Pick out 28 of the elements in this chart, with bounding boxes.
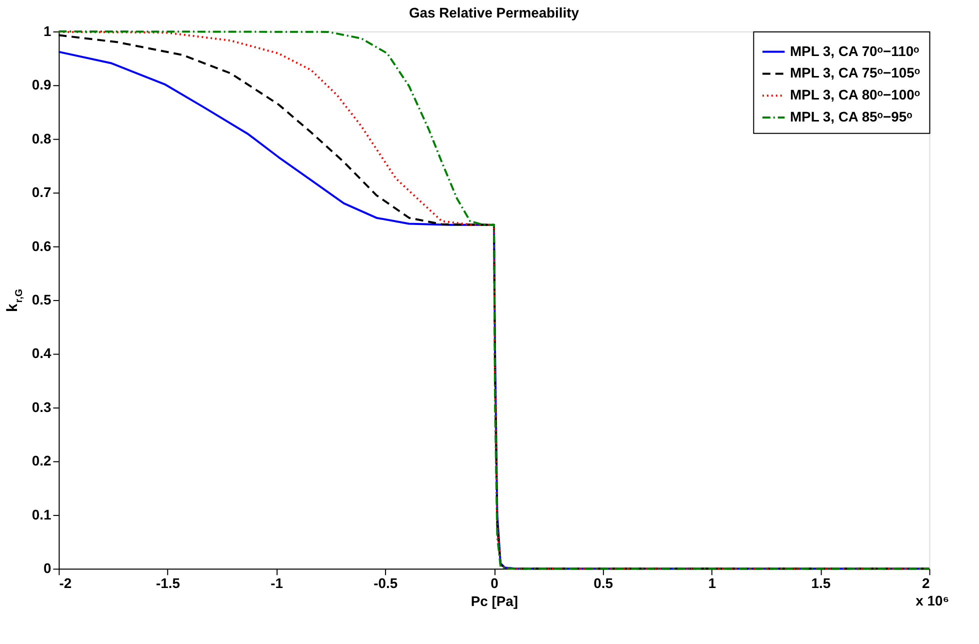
legend-label: MPL 3, CA 85ᵒ−95ᵒ (790, 108, 913, 124)
x-tick-label: 2 (922, 575, 930, 592)
y-tick-label: 0.2 (32, 452, 52, 469)
y-tick-label: 0.3 (32, 398, 52, 415)
y-tick-label: 0.7 (32, 184, 52, 200)
x-tick-label: -1 (270, 575, 284, 592)
x-tick-label: 0 (490, 575, 499, 592)
x-tick-label: 1.5 (811, 575, 831, 592)
y-tick-label: 0.6 (32, 238, 52, 254)
y-tick-label: 0.9 (32, 76, 52, 93)
text: x 10⁶ (916, 592, 950, 608)
x-tick-label: -2 (59, 575, 72, 592)
y-tick-label: 0.5 (32, 292, 52, 308)
x-tick-label: 1 (708, 575, 716, 592)
y-tick-label: 1 (44, 22, 52, 39)
x-axis-title: Pc [Pa] (470, 592, 518, 609)
x-tick-label: 0.5 (594, 575, 614, 592)
y-tick-label: 0 (44, 560, 52, 576)
y-tick-label: 0.1 (32, 506, 52, 522)
legend-label: MPL 3, CA 75ᵒ−105ᵒ (790, 64, 920, 81)
y-tick-label: 0.8 (32, 130, 52, 146)
x-tick-label: -0.5 (374, 575, 398, 592)
legend-label: MPL 3, CA 80ᵒ−100ᵒ (790, 86, 920, 103)
y-tick-label: 0.4 (32, 345, 52, 362)
legend-label: MPL 3, CA 70ᵒ−110ᵒ (790, 42, 920, 59)
chart-title: Gas Relative Permeability (408, 4, 580, 20)
y-axis-title: kr,G (4, 288, 25, 312)
x-tick-label: -1.5 (156, 575, 180, 592)
